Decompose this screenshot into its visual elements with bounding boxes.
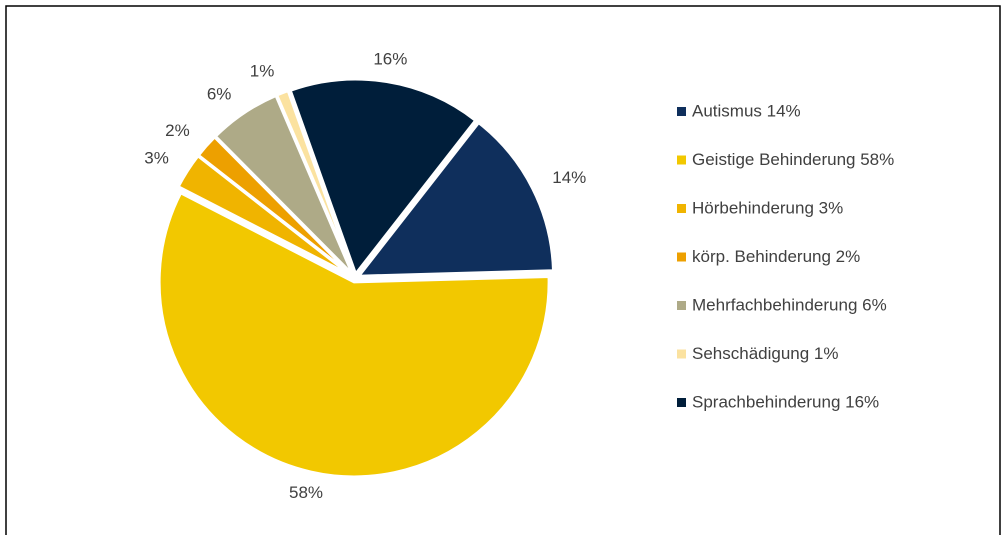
legend-swatch <box>677 204 686 213</box>
data-label: 16% <box>373 49 407 68</box>
legend-swatch <box>677 107 686 116</box>
legend-label: Sprachbehinderung 16% <box>692 392 879 411</box>
legend-swatch <box>677 398 686 407</box>
pie-slice <box>157 190 551 479</box>
legend-label: körp. Behinderung 2% <box>692 247 860 266</box>
data-label: 3% <box>144 148 169 167</box>
legend-swatch <box>677 349 686 359</box>
legend-label: Sehschädigung 1% <box>692 344 839 363</box>
legend-label: Mehrfachbehinderung 6% <box>692 295 887 314</box>
legend-swatch <box>677 301 686 310</box>
pie-slice <box>288 77 478 278</box>
legend-swatch <box>677 155 686 165</box>
data-label: 14% <box>552 168 586 187</box>
data-label: 1% <box>250 62 275 81</box>
pie-slice <box>355 120 556 278</box>
legend-label: Autismus 14% <box>692 101 801 120</box>
pie-slice <box>274 88 355 275</box>
legend-label: Hörbehinderung 3% <box>692 198 843 217</box>
data-label: 58% <box>289 483 323 502</box>
data-label: 6% <box>207 84 232 103</box>
legend-label: Geistige Behinderung 58% <box>692 150 894 169</box>
legend-swatch <box>677 252 686 262</box>
data-label: 2% <box>165 121 190 140</box>
